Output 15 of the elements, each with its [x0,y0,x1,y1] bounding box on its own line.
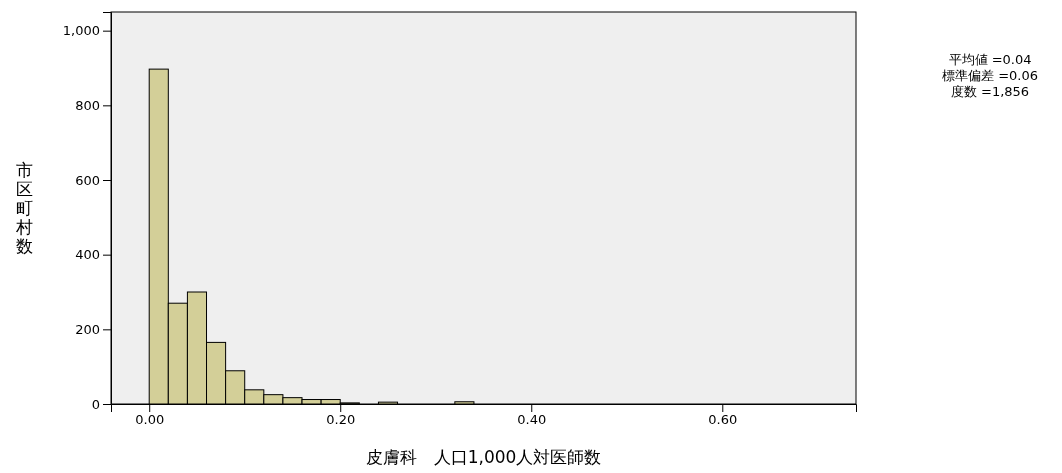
y-tick-label: 400 [75,247,100,263]
y-tick-label: 1,000 [62,23,100,39]
x-tick-label: 0.40 [517,412,547,428]
x-tick-label: 0.20 [326,412,356,428]
text: 平均値 =0.04 [948,52,1032,67]
y-tick-label: 800 [75,97,100,113]
text: 度数 =1,856 [950,84,1030,99]
y-tick-label: 0 [91,396,100,412]
x-tick-label: 0.00 [135,412,165,428]
y-tick-label: 600 [75,172,100,188]
y-tick-label: 200 [75,321,100,337]
x-tick-label: 0.60 [708,412,738,428]
x-axis-title: 皮膚科 人口1,000人対医師数 [365,447,602,467]
y-axis-title: 市区町村数 [14,160,33,256]
text: 標準偏差 =0.06 [942,68,1038,83]
